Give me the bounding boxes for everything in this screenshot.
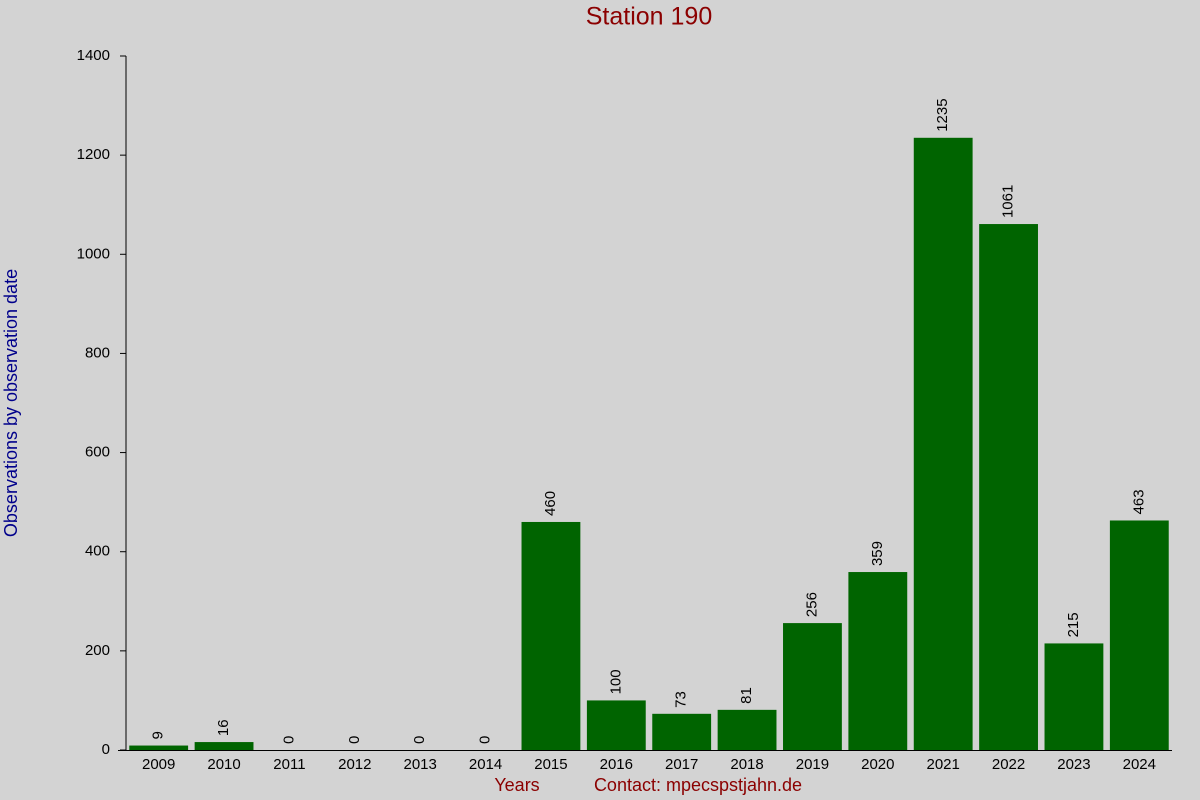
bar: [1044, 643, 1104, 750]
bar: [717, 709, 777, 750]
x-tick-label: 2014: [469, 756, 502, 773]
x-tick-label: 2023: [1057, 756, 1090, 773]
x-tick-label: 2017: [665, 756, 698, 773]
y-tick-label: 400: [85, 543, 110, 560]
y-tick-label: 0: [102, 741, 110, 758]
x-tick-label: 2016: [600, 756, 633, 773]
x-tick-label: 2024: [1123, 756, 1156, 773]
x-tick-label: 2021: [927, 756, 960, 773]
bar: [979, 224, 1038, 751]
bar: [194, 742, 254, 750]
value-label: 1235: [934, 98, 951, 131]
chart-title: Station 190: [586, 3, 713, 31]
x-tick-label: 2013: [404, 756, 437, 773]
value-label: 359: [869, 541, 886, 566]
x-tick-label: 2020: [861, 756, 894, 773]
bar: [129, 745, 189, 750]
value-label: 0: [477, 736, 494, 744]
y-tick-label: 800: [85, 344, 110, 361]
y-tick-label: 1200: [77, 146, 110, 163]
value-label: 73: [673, 691, 690, 708]
value-label: 1061: [1000, 185, 1017, 218]
x-tick-label: 2011: [273, 756, 305, 773]
x-tick-label: 2018: [730, 756, 763, 773]
y-tick-label: 1400: [77, 47, 110, 64]
x-tick-label: 2019: [796, 756, 829, 773]
y-tick-label: 1000: [77, 245, 110, 262]
bar: [1109, 520, 1169, 750]
value-label: 256: [803, 592, 820, 617]
value-label: 460: [542, 491, 559, 516]
bar: [652, 713, 712, 750]
y-tick-label: 600: [85, 444, 110, 461]
y-tick-label: 200: [85, 642, 110, 659]
x-tick-label: 2012: [338, 756, 371, 773]
value-label: 0: [346, 736, 363, 744]
value-label: 9: [150, 731, 167, 739]
x-tick-label: 2010: [207, 756, 240, 773]
x-tick-label: 2022: [992, 756, 1025, 773]
bar: [586, 700, 646, 750]
value-label: 463: [1130, 489, 1147, 514]
value-label: 0: [280, 736, 297, 744]
y-axis-label: Observations by observation date: [1, 269, 21, 537]
bar: [521, 521, 581, 750]
bar: [783, 623, 842, 750]
x-tick-label: 2009: [142, 756, 175, 773]
value-label: 16: [215, 719, 232, 736]
bar: [848, 572, 908, 750]
value-label: 0: [411, 736, 428, 744]
bar: [913, 137, 973, 751]
value-label: 215: [1065, 612, 1082, 637]
x-axis-label: Years: [494, 775, 539, 795]
value-label: 100: [607, 669, 624, 694]
x-tick-label: 2015: [534, 756, 567, 773]
value-label: 81: [738, 687, 755, 704]
contact-note: Contact: mpecspstjahn.de: [594, 775, 802, 795]
